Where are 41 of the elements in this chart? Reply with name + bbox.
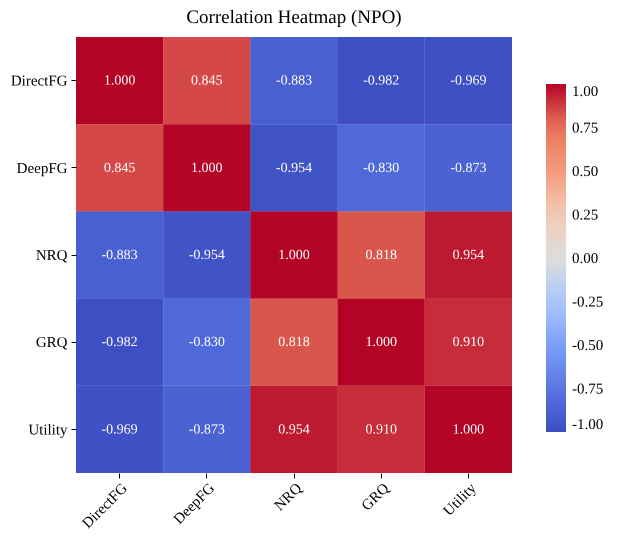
data-label: -0.883	[276, 74, 312, 89]
data-label: 0.954	[452, 248, 484, 263]
data-label: -0.873	[188, 422, 225, 438]
data-label: -0.954	[276, 160, 312, 176]
color-bar-label: 0.25	[572, 208, 598, 224]
y-tick-label: GRQ	[36, 335, 68, 352]
data-label: -0.982	[102, 335, 138, 350]
data-label: -0.830	[363, 160, 400, 176]
data-label: -0.830	[188, 335, 225, 350]
color-bar-label: -0.75	[572, 382, 604, 398]
data-label: 0.818	[365, 248, 397, 263]
data-label: 1.000	[365, 335, 397, 350]
data-label: 0.818	[278, 335, 310, 350]
data-label: -0.954	[188, 248, 225, 263]
color-bar-label: -1.00	[572, 417, 604, 433]
color-bar-label: 1.00	[572, 84, 598, 100]
data-label: -0.982	[363, 74, 400, 89]
x-tick-label: GRQ	[358, 480, 393, 514]
color-bar-label: 0.50	[572, 164, 598, 180]
data-label: 1.000	[191, 160, 223, 176]
data-label: 0.845	[104, 160, 136, 176]
data-label: 0.954	[278, 422, 310, 438]
y-tick-label: DirectFG	[10, 74, 68, 90]
data-label: 0.910	[452, 335, 484, 350]
data-label: 1.000	[278, 248, 310, 263]
data-label: 1.000	[452, 422, 484, 438]
data-label: -0.969	[450, 74, 486, 89]
data-label: 1.000	[104, 74, 136, 89]
color-bar-label: 0.75	[572, 120, 598, 136]
data-label: 0.845	[191, 74, 223, 89]
data-label: -0.873	[450, 160, 486, 176]
y-tick-label: DeepFG	[16, 160, 68, 177]
y-tick-label: Utility	[28, 422, 68, 438]
color-bar-label: 0.00	[572, 251, 598, 267]
data-label: 0.910	[365, 422, 397, 438]
color-bar-label: -0.50	[572, 338, 604, 354]
y-tick-label: NRQ	[36, 248, 68, 264]
chart-title: Correlation Heatmap (NPO)	[186, 7, 402, 28]
data-label: -0.883	[102, 248, 138, 263]
data-label: -0.969	[102, 422, 138, 438]
color-bar-label: -0.25	[572, 294, 604, 310]
